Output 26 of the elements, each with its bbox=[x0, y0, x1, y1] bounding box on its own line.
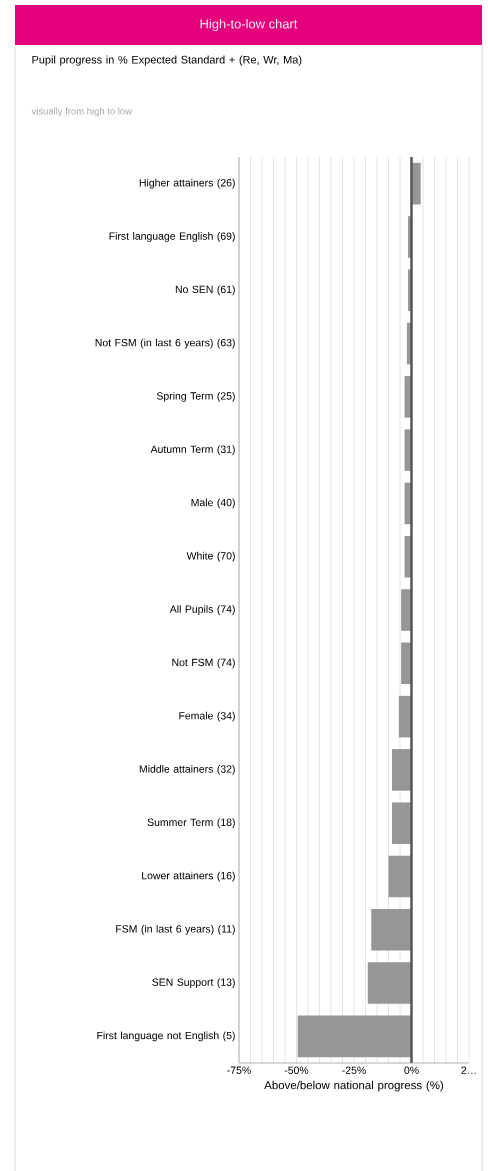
y-tick-label: Not FSM (in last 6 years) (63) bbox=[95, 338, 235, 349]
x-tick-label: -50% bbox=[284, 1066, 309, 1074]
y-tick-label: Middle attainers (32) bbox=[139, 765, 235, 775]
y-tick-label: Higher attainers (26) bbox=[139, 178, 235, 189]
chart-subtitle: Pupil progress in % Expected Standard + (Re, Wr, Ma) bbox=[32, 55, 302, 66]
x-tick-label: 2… bbox=[461, 1066, 476, 1074]
y-tick-label: Autumn Term (31) bbox=[150, 445, 235, 456]
y-tick-label: FSM (in last 6 years) (11) bbox=[116, 924, 235, 935]
y-tick-label: Female (34) bbox=[179, 711, 235, 722]
x-tick-label: -25% bbox=[342, 1066, 366, 1074]
x-tick-label: -75% bbox=[227, 1066, 251, 1074]
y-tick-label: First language not English (5) bbox=[97, 1031, 235, 1042]
y-tick-label: Not FSM (74) bbox=[172, 658, 235, 669]
y-tick-label: SEN Support (13) bbox=[152, 978, 235, 988]
y-tick-label: First language English (69) bbox=[109, 232, 235, 242]
y-tick-label: White (70) bbox=[186, 551, 235, 562]
x-axis-title: Above/below national progress (%) bbox=[264, 1080, 444, 1092]
y-tick-label: No SEN (61) bbox=[175, 285, 235, 296]
x-tick-label: 0% bbox=[404, 1066, 419, 1074]
y-tick-label: Summer Term (18) bbox=[147, 818, 235, 829]
y-tick-label: Male (40) bbox=[191, 498, 235, 509]
y-tick-label: All Pupils (74) bbox=[169, 605, 235, 615]
text: visually from high to low bbox=[31, 107, 132, 117]
y-tick-label: Spring Term (25) bbox=[156, 391, 235, 402]
chart-title: High-to-low chart bbox=[200, 18, 298, 32]
y-tick-label: Lower attainers (16) bbox=[142, 871, 235, 882]
